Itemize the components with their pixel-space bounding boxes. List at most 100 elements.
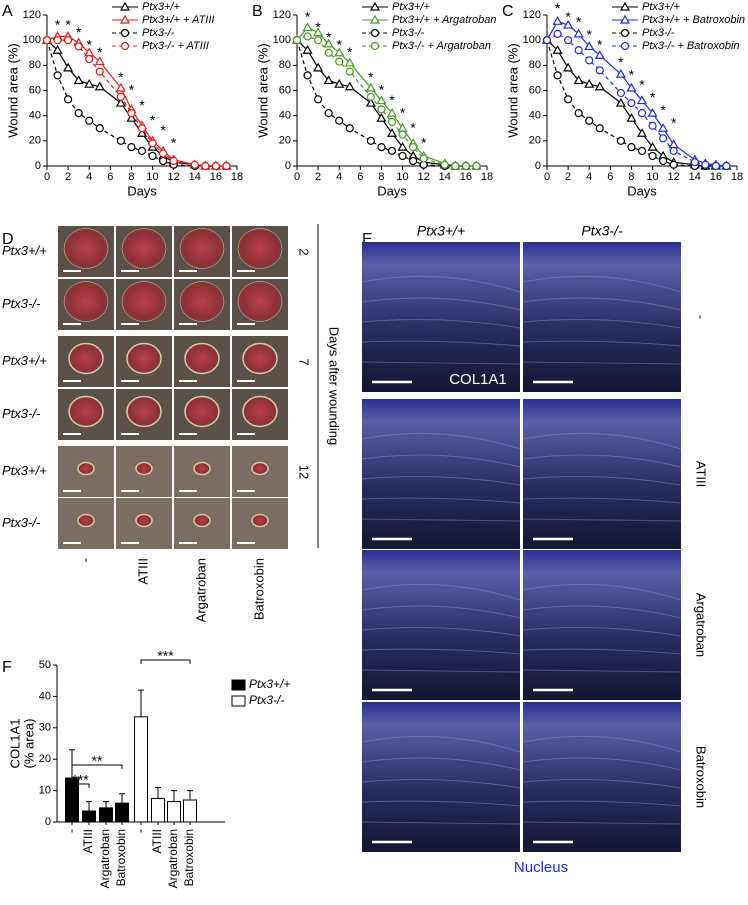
data-point [64, 36, 73, 45]
data-point [366, 136, 375, 145]
y-tick-label: 40 [29, 110, 41, 122]
data-point [387, 117, 397, 127]
x-tick-label: 18 [731, 171, 743, 183]
column-label: - [77, 558, 92, 562]
tissue-fiber [522, 821, 682, 825]
data-point [94, 81, 105, 91]
annotation: * [160, 122, 166, 138]
data-point [74, 109, 83, 118]
data-point [616, 88, 625, 98]
data-point [292, 36, 302, 45]
data-point [136, 128, 148, 137]
row-label: Ptx3-/- [2, 296, 41, 311]
annotation: * [347, 44, 353, 60]
day-label: 7 [297, 358, 312, 365]
data-point [313, 27, 324, 37]
data-point [85, 116, 94, 125]
data-point [95, 124, 104, 133]
y-tick-label: 120 [273, 9, 291, 21]
data-point [563, 19, 574, 29]
y-tick-label: 20 [39, 753, 51, 765]
x-axis-label: Days [377, 183, 407, 198]
data-point [211, 161, 220, 171]
micrograph [523, 702, 681, 852]
data-point [398, 130, 407, 139]
tissue-fiber [361, 583, 521, 601]
series-line [47, 39, 227, 167]
x-axis-label: Days [127, 183, 157, 198]
series-line [296, 39, 477, 167]
y-axis-label: COL1A1 [7, 719, 22, 769]
data-point [377, 105, 386, 114]
micrograph [362, 702, 520, 852]
data-point [690, 158, 699, 167]
x-tick-label: 10 [396, 171, 408, 183]
wound [251, 461, 269, 476]
data-point [63, 62, 74, 72]
error-bar [138, 689, 144, 717]
annotation: * [150, 112, 156, 128]
legend-marker [369, 14, 381, 24]
column-label: Argatroban [193, 558, 208, 622]
x-axis-label: Days [627, 183, 657, 198]
y-tick-label: 50 [39, 659, 51, 671]
legend-label: Ptx3-/- + Batroxobin [642, 40, 740, 52]
day-axis-label: Days after wounding [327, 327, 342, 446]
annotation: * [400, 104, 406, 120]
data-point [116, 136, 125, 145]
data-point [115, 82, 126, 92]
x-tick-label: 6 [607, 171, 613, 183]
data-point [148, 151, 157, 161]
legend-label: Ptx3-/- [392, 27, 425, 39]
data-point [323, 75, 334, 85]
data-point [302, 45, 313, 54]
data-point [584, 78, 595, 88]
data-point [626, 82, 637, 92]
row-label: ATIII [694, 461, 709, 487]
annotation: * [76, 24, 82, 40]
data-point [302, 22, 313, 32]
data-point [451, 161, 460, 171]
legend-swatch [231, 679, 246, 691]
data-point [365, 82, 376, 92]
y-tick-label: 120 [523, 9, 541, 21]
y-tick-label: 20 [29, 135, 41, 147]
significance-bracket [140, 659, 191, 664]
error-bar [119, 793, 125, 804]
legend-label: Ptx3-/- [642, 27, 675, 39]
legend-marker [619, 1, 631, 11]
legend-label: Ptx3+/+ [142, 1, 180, 13]
data-point [324, 48, 333, 57]
x-tick-label: 10 [646, 171, 658, 183]
data-point [190, 160, 199, 169]
y-tick-label: 20 [279, 135, 291, 147]
annotation: * [379, 82, 385, 98]
x-tick-label: 2 [315, 171, 321, 183]
x-tick-label: 2 [65, 171, 71, 183]
data-point [127, 143, 136, 152]
tissue-fiber [361, 779, 521, 789]
data-point [222, 161, 231, 171]
data-point [636, 95, 648, 105]
series-line [546, 39, 727, 167]
legend-label: Ptx3-/- [249, 693, 284, 707]
data-point [573, 75, 584, 85]
legend-marker [620, 28, 630, 38]
row-label: - [694, 315, 709, 319]
data-point [584, 41, 595, 51]
y-axis-label: Wound area (%) [255, 43, 270, 137]
error-bar [103, 801, 109, 808]
significance-label: *** [72, 772, 89, 788]
legend-label: Ptx3+/+ + ATIII [142, 14, 214, 26]
data-point [398, 151, 407, 161]
annotation: * [65, 16, 71, 32]
annotation: * [597, 36, 603, 52]
tissue-fiber [361, 319, 521, 329]
day-label: 2 [297, 248, 312, 255]
data-point [313, 62, 324, 72]
x-tick-label: 18 [231, 171, 243, 183]
x-tick-label: 16 [710, 171, 722, 183]
data-point [542, 36, 552, 45]
data-point [637, 146, 647, 155]
data-point [701, 160, 710, 169]
